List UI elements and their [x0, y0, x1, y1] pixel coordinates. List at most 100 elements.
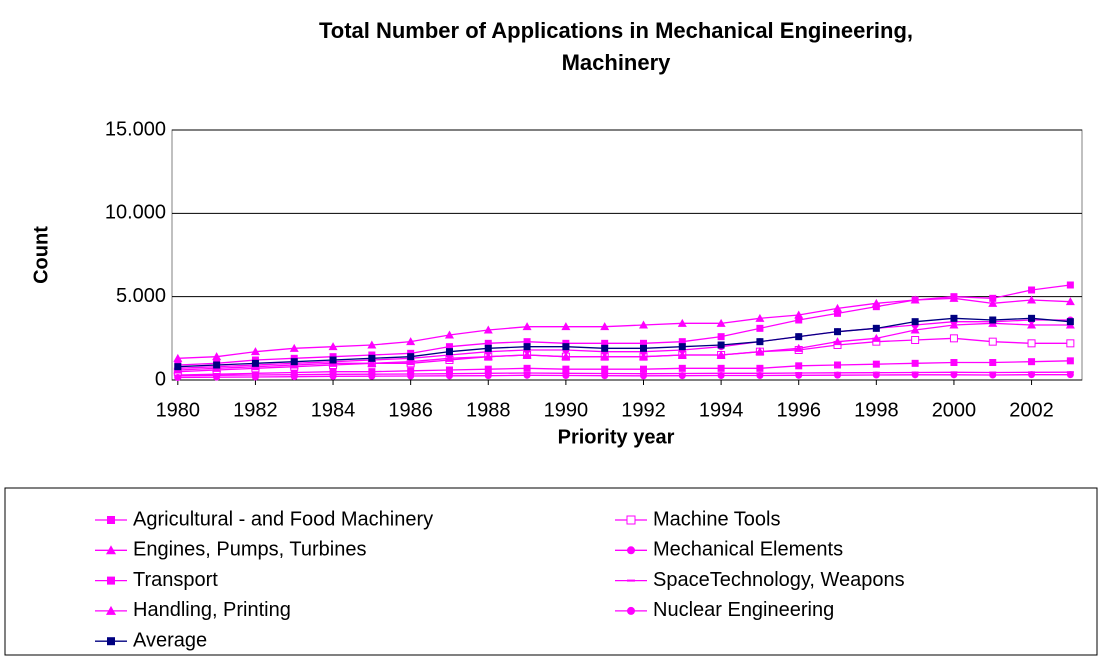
marker — [523, 371, 531, 379]
marker — [328, 342, 338, 351]
marker — [251, 369, 259, 377]
chart-title: Total Number of Applications in Mechanic… — [319, 18, 913, 43]
marker — [483, 352, 493, 361]
marker — [911, 359, 919, 367]
series-line — [177, 371, 1071, 377]
marker — [950, 371, 958, 379]
marker — [834, 309, 842, 317]
plot-area — [171, 129, 1083, 381]
marker — [1028, 371, 1036, 379]
marker — [834, 371, 842, 379]
marker — [1066, 357, 1074, 365]
legend-label: Transport — [133, 569, 218, 591]
marker — [717, 341, 725, 349]
marker — [250, 347, 260, 356]
marker — [561, 352, 571, 361]
marker — [368, 368, 376, 376]
marker — [639, 372, 647, 380]
y-tick-label: 0 — [155, 368, 166, 390]
marker — [484, 344, 492, 352]
marker — [755, 347, 765, 356]
marker — [106, 545, 116, 555]
marker — [562, 365, 570, 373]
legend-label: Engines, Pumps, Turbines — [133, 539, 366, 561]
series-line — [177, 319, 1071, 369]
marker — [1028, 286, 1036, 294]
marker — [678, 343, 686, 351]
marker — [1027, 320, 1037, 329]
marker — [627, 546, 635, 555]
marker — [329, 356, 337, 364]
chart-title: Machinery — [562, 50, 672, 75]
legend-label: Agricultural - and Food Machinery — [133, 508, 433, 530]
marker — [950, 293, 958, 301]
marker — [368, 372, 376, 380]
marker — [677, 350, 687, 359]
marker — [107, 516, 115, 524]
marker — [639, 365, 647, 373]
x-tick-label: 1994 — [699, 399, 744, 421]
marker — [794, 343, 804, 352]
marker — [600, 352, 610, 361]
legend-label: Handling, Printing — [133, 599, 291, 621]
marker — [601, 339, 609, 347]
legend-label: Machine Tools — [653, 508, 780, 530]
y-tick-label: 5.000 — [116, 285, 166, 307]
marker — [601, 372, 609, 380]
legend-box — [4, 487, 1098, 656]
marker — [1066, 318, 1074, 326]
x-tick-label: 1980 — [156, 399, 201, 421]
series-line — [177, 374, 1071, 379]
marker — [407, 367, 415, 375]
marker — [756, 324, 764, 332]
marker — [795, 316, 803, 324]
marker — [949, 320, 959, 329]
marker — [329, 372, 337, 380]
marker — [717, 333, 725, 341]
marker — [678, 372, 686, 380]
y-tick-label: 15.000 — [105, 118, 166, 140]
marker — [367, 358, 377, 367]
marker — [289, 343, 299, 352]
legend-label: Average — [133, 629, 207, 651]
marker — [677, 318, 687, 327]
marker — [638, 320, 648, 329]
x-tick-label: 1982 — [233, 399, 278, 421]
marker — [795, 362, 803, 370]
x-tick-label: 1990 — [544, 399, 589, 421]
marker — [213, 373, 221, 381]
legend-label: Nuclear Engineering — [653, 599, 834, 621]
marker — [872, 324, 880, 332]
marker — [911, 296, 919, 304]
marker — [872, 360, 880, 368]
marker — [678, 338, 686, 346]
marker — [950, 359, 958, 366]
marker — [106, 605, 116, 615]
x-tick-label: 1986 — [388, 399, 433, 421]
marker — [638, 352, 648, 361]
marker — [1028, 314, 1036, 322]
marker — [522, 322, 532, 331]
marker — [833, 337, 843, 346]
marker — [522, 350, 532, 359]
marker — [756, 372, 764, 379]
marker — [290, 373, 298, 381]
marker — [601, 344, 609, 352]
marker — [445, 343, 453, 351]
marker — [716, 318, 726, 327]
marker — [872, 303, 880, 311]
marker — [795, 333, 803, 341]
marker — [523, 343, 531, 351]
marker — [871, 333, 881, 342]
marker — [445, 366, 453, 374]
marker — [484, 365, 492, 373]
marker — [523, 338, 531, 346]
marker — [251, 359, 259, 367]
marker — [407, 372, 415, 380]
marker — [406, 357, 416, 366]
series-line — [177, 360, 1071, 376]
marker — [911, 318, 919, 326]
marker — [444, 353, 454, 362]
x-tick-label: 2000 — [932, 399, 977, 421]
marker — [562, 372, 570, 379]
